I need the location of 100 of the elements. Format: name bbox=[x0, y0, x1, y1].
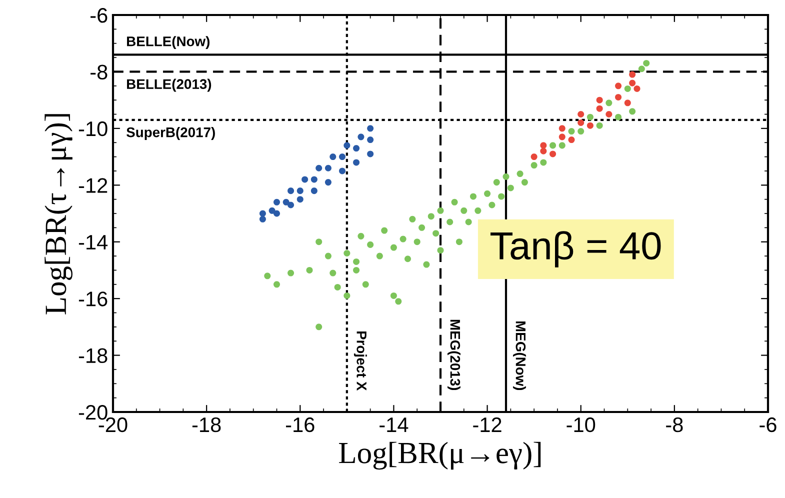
point bbox=[400, 236, 406, 242]
point bbox=[273, 210, 280, 217]
x-tick-label: -12 bbox=[473, 417, 502, 432]
point bbox=[460, 207, 468, 214]
y-tick-label: -18 bbox=[78, 348, 108, 364]
y-tick-label: -12 bbox=[78, 178, 108, 193]
point bbox=[558, 142, 566, 149]
point bbox=[273, 281, 280, 288]
point bbox=[344, 250, 350, 256]
x-tick-label: -10 bbox=[566, 417, 596, 432]
point bbox=[288, 188, 294, 194]
point bbox=[606, 100, 612, 106]
point bbox=[432, 230, 440, 237]
point bbox=[465, 218, 472, 226]
point bbox=[437, 207, 444, 214]
ref-line-label: MEG(2013) bbox=[448, 320, 460, 390]
point bbox=[629, 80, 636, 86]
point bbox=[615, 114, 622, 120]
point bbox=[353, 266, 360, 274]
point bbox=[367, 150, 374, 158]
point bbox=[288, 270, 294, 276]
point bbox=[344, 292, 350, 299]
point bbox=[367, 241, 374, 248]
point bbox=[484, 190, 491, 197]
point bbox=[507, 184, 514, 192]
x-tick-label: -16 bbox=[286, 417, 314, 432]
point bbox=[437, 247, 444, 254]
point bbox=[606, 110, 612, 118]
point bbox=[324, 179, 332, 186]
ref-line-label: BELLE(Now) bbox=[127, 36, 210, 50]
point bbox=[296, 196, 304, 203]
point bbox=[446, 218, 454, 226]
point bbox=[540, 142, 547, 149]
point bbox=[282, 198, 290, 206]
point bbox=[367, 136, 374, 144]
point bbox=[353, 159, 360, 166]
point bbox=[578, 110, 584, 118]
point bbox=[550, 142, 556, 149]
ref-line-label: SuperB(2017) bbox=[126, 127, 215, 140]
point bbox=[521, 179, 528, 186]
point bbox=[596, 105, 603, 112]
y-tick-label: -14 bbox=[78, 235, 108, 250]
point bbox=[516, 170, 524, 178]
point bbox=[353, 145, 360, 152]
point bbox=[418, 224, 426, 231]
point bbox=[316, 324, 322, 330]
ref-line-label: BELLE(2013) bbox=[127, 78, 212, 92]
point bbox=[624, 100, 631, 106]
point bbox=[568, 128, 575, 135]
x-tick-label: -6 bbox=[760, 417, 776, 432]
point bbox=[334, 284, 341, 290]
point bbox=[376, 252, 383, 260]
point bbox=[273, 198, 280, 206]
point bbox=[259, 210, 266, 217]
point bbox=[404, 256, 412, 262]
point bbox=[338, 168, 346, 174]
point bbox=[367, 125, 374, 132]
point bbox=[310, 188, 318, 194]
point bbox=[358, 232, 364, 240]
point bbox=[264, 272, 271, 280]
point bbox=[414, 238, 420, 246]
point bbox=[259, 216, 266, 222]
point bbox=[629, 71, 636, 78]
point bbox=[578, 128, 584, 135]
point bbox=[338, 154, 346, 160]
point bbox=[502, 173, 510, 180]
point bbox=[488, 202, 496, 208]
point bbox=[310, 176, 318, 183]
y-tick-label: -10 bbox=[78, 121, 108, 136]
point bbox=[530, 162, 538, 169]
point bbox=[470, 193, 477, 200]
point bbox=[624, 85, 631, 92]
point bbox=[306, 266, 313, 274]
point bbox=[456, 238, 462, 246]
point bbox=[629, 108, 636, 115]
point bbox=[344, 142, 350, 149]
point bbox=[586, 114, 594, 120]
point bbox=[302, 176, 308, 183]
point bbox=[362, 281, 369, 288]
y-tick-label: -16 bbox=[78, 292, 108, 306]
y-tick-label: -6 bbox=[90, 8, 108, 23]
y-tick-label: -8 bbox=[90, 64, 108, 80]
y-axis-title: Log[BR(τ→μγ)] bbox=[44, 114, 72, 314]
point bbox=[586, 122, 594, 129]
point bbox=[324, 252, 332, 260]
point bbox=[395, 298, 402, 305]
point bbox=[615, 94, 622, 100]
point bbox=[550, 150, 556, 158]
point bbox=[381, 227, 388, 234]
point bbox=[540, 159, 547, 166]
point bbox=[451, 198, 458, 206]
annotation: Tanβ = 40 bbox=[490, 231, 661, 268]
point bbox=[353, 258, 360, 265]
point bbox=[634, 85, 640, 92]
point bbox=[390, 244, 397, 251]
point bbox=[316, 164, 322, 172]
point bbox=[596, 96, 603, 104]
point bbox=[540, 148, 547, 154]
point bbox=[324, 164, 332, 172]
x-tick-label: -8 bbox=[666, 417, 683, 432]
